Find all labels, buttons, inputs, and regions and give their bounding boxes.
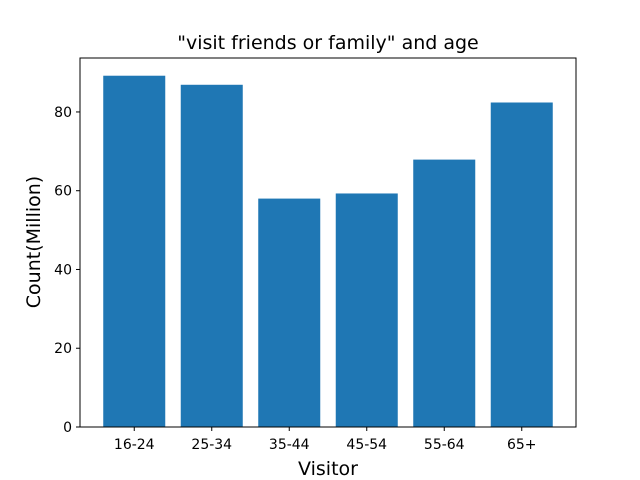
plot-frame — [79, 57, 577, 428]
y-tick-label: 80 — [54, 105, 72, 121]
y-tick-label: 40 — [54, 262, 72, 278]
y-tick-label: 60 — [54, 184, 72, 200]
x-axis-label: Visitor — [298, 458, 358, 480]
x-tick-label: 16-24 — [114, 437, 155, 453]
bar-16-24 — [103, 75, 166, 428]
bar-25-34 — [180, 84, 243, 427]
y-axis: 0 20 40 60 80 — [54, 105, 80, 436]
bar-55-64 — [413, 159, 476, 428]
bar-45-54 — [335, 193, 398, 427]
bars-group — [103, 75, 553, 428]
y-tick-label: 20 — [54, 341, 72, 357]
bar-35-44 — [258, 198, 321, 427]
y-tick-label: 0 — [63, 420, 72, 436]
x-tick-label: 65+ — [507, 437, 537, 453]
chart-title: "visit friends or family" and age — [177, 32, 479, 54]
x-tick-label: 45-54 — [346, 437, 387, 453]
x-axis: 16-24 25-34 35-44 45-54 55-64 65+ — [114, 427, 537, 453]
bar-65+ — [490, 102, 553, 427]
y-axis-label: Count(Million) — [23, 176, 45, 308]
x-tick-label: 25-34 — [191, 437, 232, 453]
x-tick-label: 35-44 — [269, 437, 310, 453]
x-tick-label: 55-64 — [424, 437, 465, 453]
